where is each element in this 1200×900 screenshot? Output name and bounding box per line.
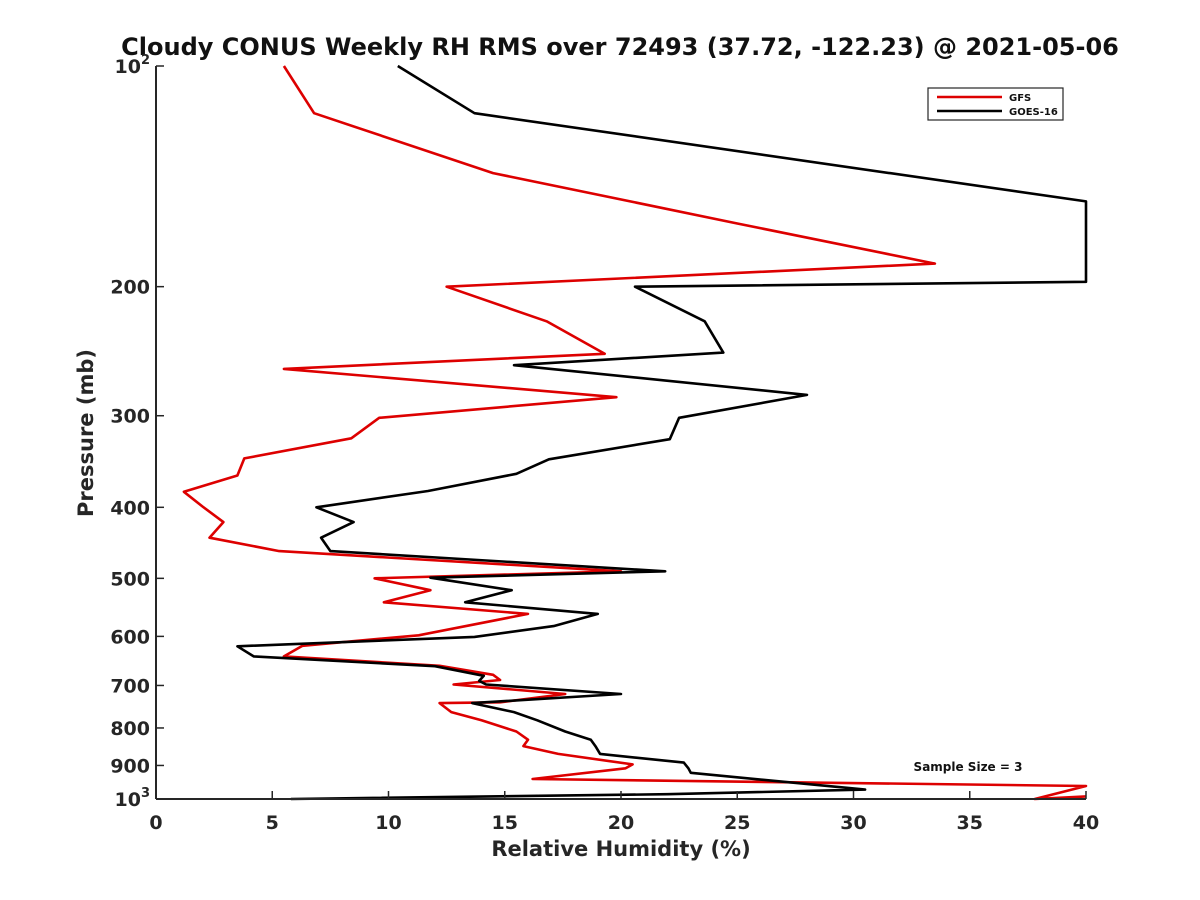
x-tick-label: 20	[608, 812, 634, 834]
legend-box	[927, 87, 1064, 121]
y-tick-label: 300	[110, 406, 150, 428]
y-tick-label: 800	[110, 718, 150, 740]
x-tick-label: 35	[957, 812, 983, 834]
legend-label-goes16: GOES-16	[1009, 107, 1058, 118]
x-tick-label: 40	[1073, 812, 1099, 834]
plot-background	[156, 66, 1086, 799]
y-axis-label: Pressure (mb)	[74, 349, 98, 517]
series-line-goes16	[236, 64, 1088, 801]
legend: GFS GOES-16	[927, 87, 1064, 121]
y-tick-label: 200	[110, 277, 150, 299]
x-tick-label: 30	[840, 812, 866, 834]
sample-size-annotation: Sample Size = 3	[914, 760, 1023, 774]
series-layer	[182, 64, 1088, 801]
x-tick-label: 0	[149, 812, 162, 834]
y-tick-label: 600	[110, 626, 150, 648]
plot-area: 0 5 10 15 20 25 30 35 40 10220030040050060070080…	[110, 53, 1099, 834]
x-tick-label: 5	[266, 812, 279, 834]
y-tick-label: 700	[110, 675, 150, 697]
series-line-gfs	[182, 65, 1088, 801]
x-tick-label: 10	[375, 812, 401, 834]
x-tick-label: 15	[492, 812, 518, 834]
x-ticks: 0 5 10 15 20 25 30 35 40	[149, 791, 1099, 834]
y-tick-label: 400	[110, 497, 150, 519]
chart-title: Cloudy CONUS Weekly RH RMS over 72493 (3…	[121, 33, 1119, 61]
x-axis-label: Relative Humidity (%)	[491, 837, 750, 861]
x-tick-label: 25	[724, 812, 750, 834]
y-tick-label: 900	[110, 755, 150, 777]
legend-label-gfs: GFS	[1009, 93, 1031, 104]
y-tick-label: 500	[110, 568, 150, 590]
